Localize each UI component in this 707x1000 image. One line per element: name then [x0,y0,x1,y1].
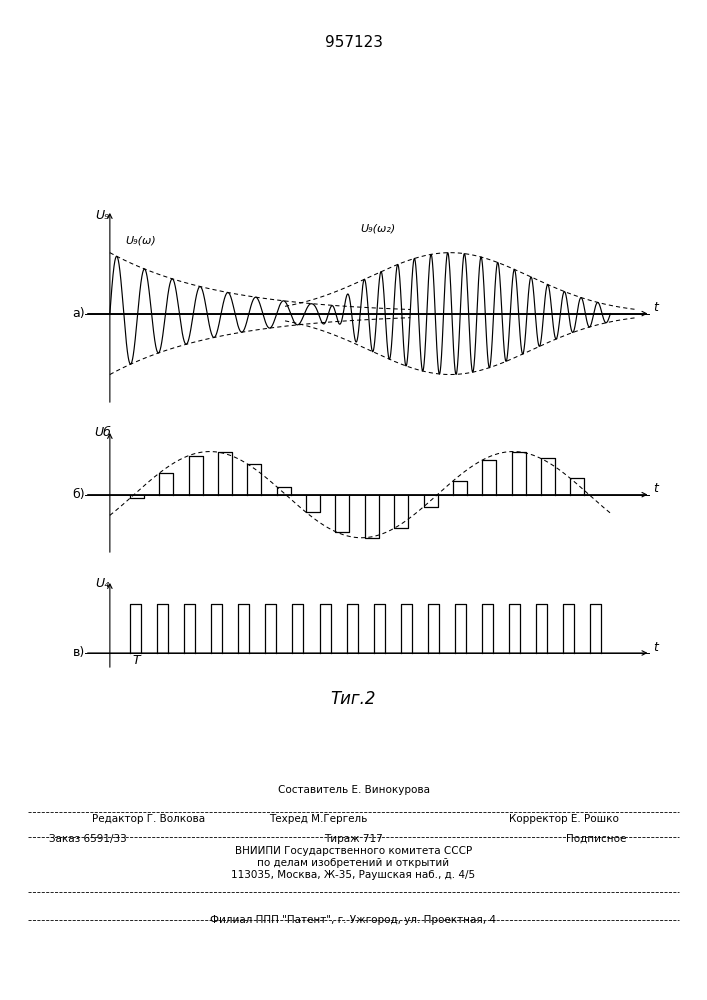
Text: в): в) [73,646,85,659]
Text: Техред М.Гергель: Техред М.Гергель [269,814,368,824]
Text: б): б) [72,488,85,501]
Text: Тираж 717: Тираж 717 [324,834,383,844]
Text: Редактор Г. Волкова: Редактор Г. Волкова [92,814,205,824]
Text: Uб: Uб [94,426,111,439]
Text: U₉(ω₂): U₉(ω₂) [360,223,395,233]
Text: Τиг.2: Τиг.2 [331,690,376,708]
Text: U₉: U₉ [95,209,110,222]
Text: а): а) [72,307,85,320]
Text: t: t [653,483,658,495]
Text: Филиал ППП "Патент", г. Ужгород, ул. Проектная, 4: Филиал ППП "Патент", г. Ужгород, ул. Про… [211,915,496,925]
Text: 113035, Москва, Ж-35, Раушская наб., д. 4/5: 113035, Москва, Ж-35, Раушская наб., д. … [231,870,476,880]
Text: 957123: 957123 [325,35,382,50]
Text: Подписное: Подписное [566,834,626,844]
Text: U₉(ω): U₉(ω) [125,236,156,246]
Text: Составитель Е. Винокурова: Составитель Е. Винокурова [278,785,429,795]
Text: по делам изобретений и открытий: по делам изобретений и открытий [257,858,450,868]
Text: U₄: U₄ [95,577,110,590]
Text: T: T [132,654,140,667]
Text: t: t [653,641,658,654]
Text: ВНИИПИ Государственного комитета СССР: ВНИИПИ Государственного комитета СССР [235,846,472,856]
Text: Заказ 6591/33: Заказ 6591/33 [49,834,127,844]
Text: t: t [653,301,658,314]
Text: Корректор Е. Рошко: Корректор Е. Рошко [509,814,619,824]
